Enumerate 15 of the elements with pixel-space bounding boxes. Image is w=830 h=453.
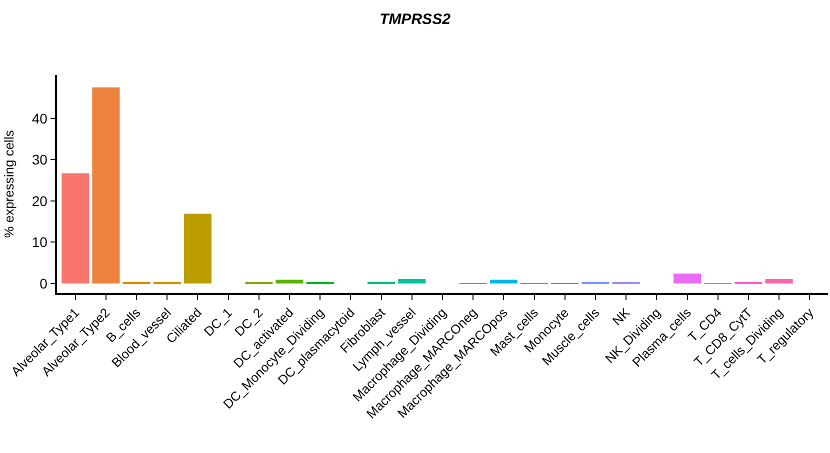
bar	[765, 278, 793, 284]
bar	[490, 280, 518, 284]
y-axis-title: % expressing cells	[1, 130, 16, 238]
bar	[398, 278, 426, 284]
y-tick-label: 30	[32, 152, 48, 168]
bar	[92, 87, 120, 284]
bar	[62, 173, 90, 284]
y-tick-label: 0	[40, 275, 48, 292]
bar	[673, 274, 702, 284]
y-tick-label: 40	[32, 110, 48, 126]
bar	[184, 214, 212, 284]
y-tick-label: 10	[32, 234, 48, 250]
chart-title: TMPRSS2	[380, 11, 452, 28]
y-tick-label: 20	[32, 192, 48, 209]
bar	[276, 280, 304, 284]
